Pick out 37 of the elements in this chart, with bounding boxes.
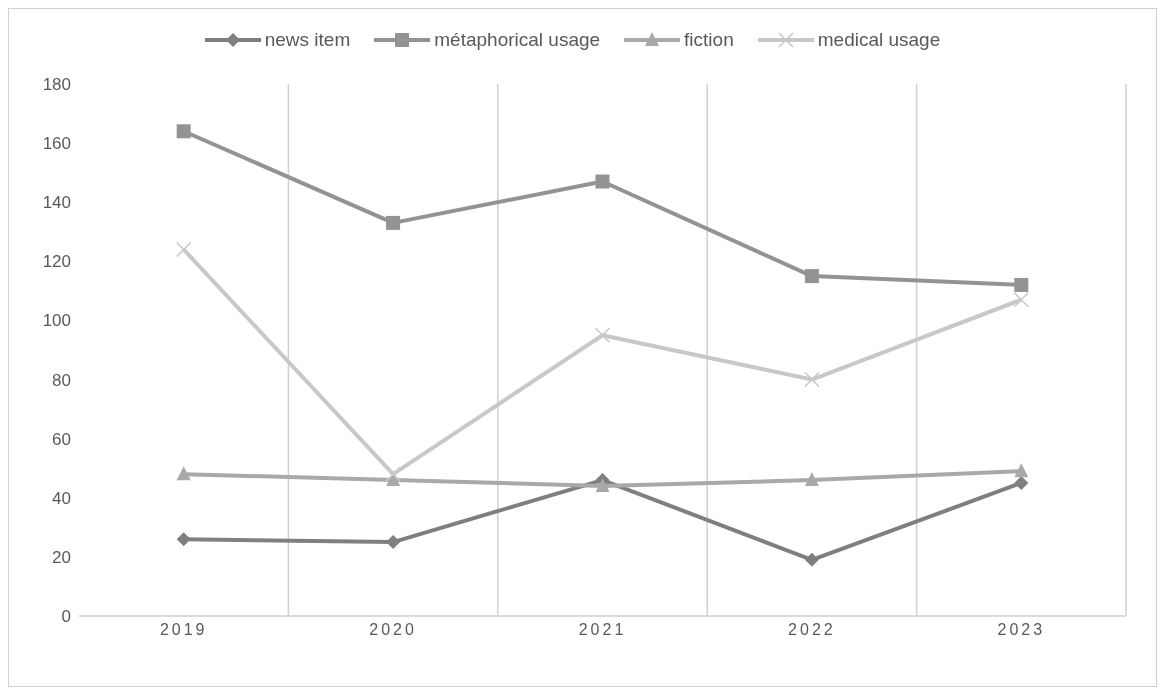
- point: [385, 466, 401, 482]
- point: [175, 241, 192, 258]
- y-tick-label: 160: [42, 134, 71, 154]
- point: [804, 371, 820, 388]
- y-tick-label: 80: [52, 370, 71, 390]
- x-tick-label: 2019: [159, 621, 208, 639]
- point: [804, 269, 819, 284]
- point: [1014, 463, 1029, 478]
- y-tick-label: 180: [42, 75, 71, 95]
- point: [1014, 476, 1029, 490]
- y-tick-label: 100: [42, 311, 71, 331]
- y-tick-label: 20: [52, 547, 71, 567]
- y-tick-label: 60: [52, 429, 71, 449]
- y-tick-label: 120: [42, 252, 71, 272]
- point: [386, 215, 401, 230]
- point: [1013, 292, 1030, 308]
- x-tick-label: 2023: [997, 621, 1046, 639]
- point: [176, 532, 191, 547]
- legend-label: medical usage: [817, 29, 941, 51]
- point: [176, 466, 191, 481]
- legend-label: news item: [264, 29, 351, 51]
- y-tick-label: 40: [52, 488, 71, 508]
- y-tick-label: 140: [42, 193, 71, 213]
- point: [595, 477, 610, 492]
- point: [595, 174, 610, 189]
- legend-label: métaphorical usage: [434, 29, 601, 51]
- legend-label: fiction: [684, 29, 734, 51]
- x-tick-label: 2020: [369, 621, 417, 639]
- point: [386, 535, 401, 550]
- x-tick-label: 2022: [788, 621, 836, 639]
- point: [804, 552, 819, 567]
- point: [594, 327, 611, 343]
- point: [176, 124, 191, 139]
- point: [804, 472, 819, 487]
- x-tick-label: 2021: [578, 621, 627, 639]
- point: [1014, 277, 1029, 292]
- y-tick-label: 0: [61, 607, 71, 627]
